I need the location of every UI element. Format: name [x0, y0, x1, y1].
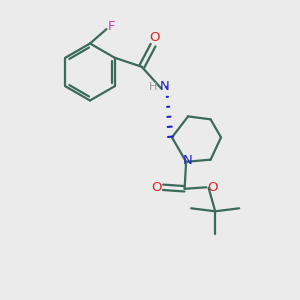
Text: O: O	[208, 181, 218, 194]
Text: O: O	[149, 31, 160, 44]
Text: O: O	[151, 181, 162, 194]
Text: N: N	[183, 154, 193, 167]
Text: F: F	[108, 20, 116, 33]
Text: H: H	[148, 82, 157, 92]
Text: N: N	[159, 80, 169, 93]
